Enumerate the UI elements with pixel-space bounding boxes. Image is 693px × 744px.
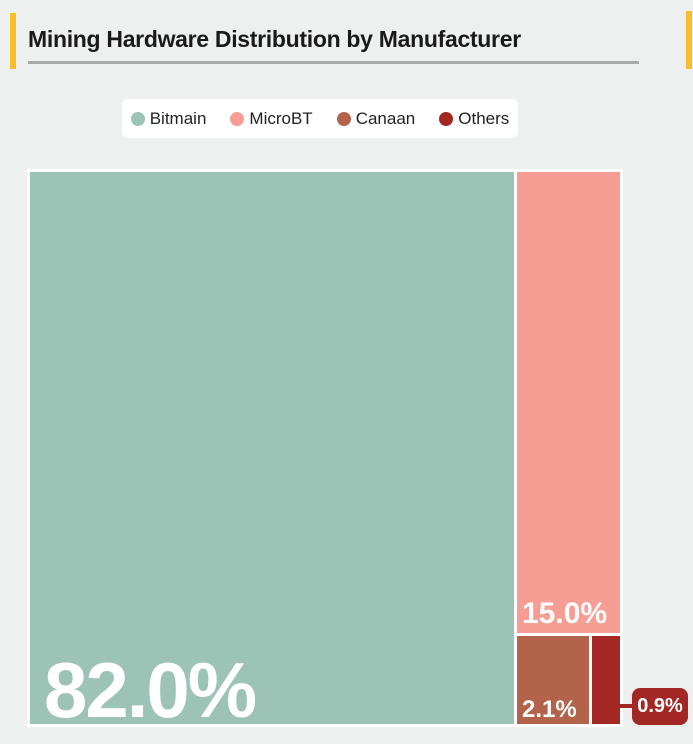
legend-label: Others	[458, 108, 510, 128]
legend-item-others: Others	[439, 109, 509, 129]
right-accent-bar	[686, 11, 692, 69]
tile-value-canaan: 2.1%	[522, 696, 577, 723]
legend-dot-bitmain	[130, 111, 145, 126]
legend-label: MicroBT	[249, 108, 313, 128]
callout-others: 0.9%	[632, 688, 688, 725]
legend-item-microbt: MicroBT	[230, 108, 313, 129]
treemap-chart: 82.0% 15.0% 2.1%	[27, 169, 623, 729]
legend-dot-canaan	[336, 111, 351, 126]
page-title: Mining Hardware Distribution by Manufact…	[28, 26, 521, 52]
legend-label: Canaan	[355, 108, 416, 128]
treemap-tile-canaan: 2.1%	[517, 636, 589, 724]
legend-item-bitmain: Bitmain	[130, 108, 207, 129]
legend-dot-microbt	[230, 111, 245, 126]
callout-connector-line	[618, 704, 634, 708]
treemap-tile-microbt: 15.0%	[517, 172, 620, 633]
legend-label: Bitmain	[149, 108, 207, 128]
chart-legend: Bitmain MicroBT Canaan Others	[122, 99, 518, 138]
legend-item-canaan: Canaan	[336, 108, 416, 129]
treemap-tile-others	[592, 636, 620, 724]
tile-value-microbt: 15.0%	[522, 597, 608, 630]
callout-value-others: 0.9%	[637, 695, 683, 717]
tile-value-bitmain: 82.0%	[44, 646, 257, 734]
legend-dot-others	[439, 111, 454, 126]
title-underline	[28, 61, 639, 64]
left-accent-bar	[10, 13, 16, 69]
treemap-tile-bitmain: 82.0%	[30, 172, 514, 729]
